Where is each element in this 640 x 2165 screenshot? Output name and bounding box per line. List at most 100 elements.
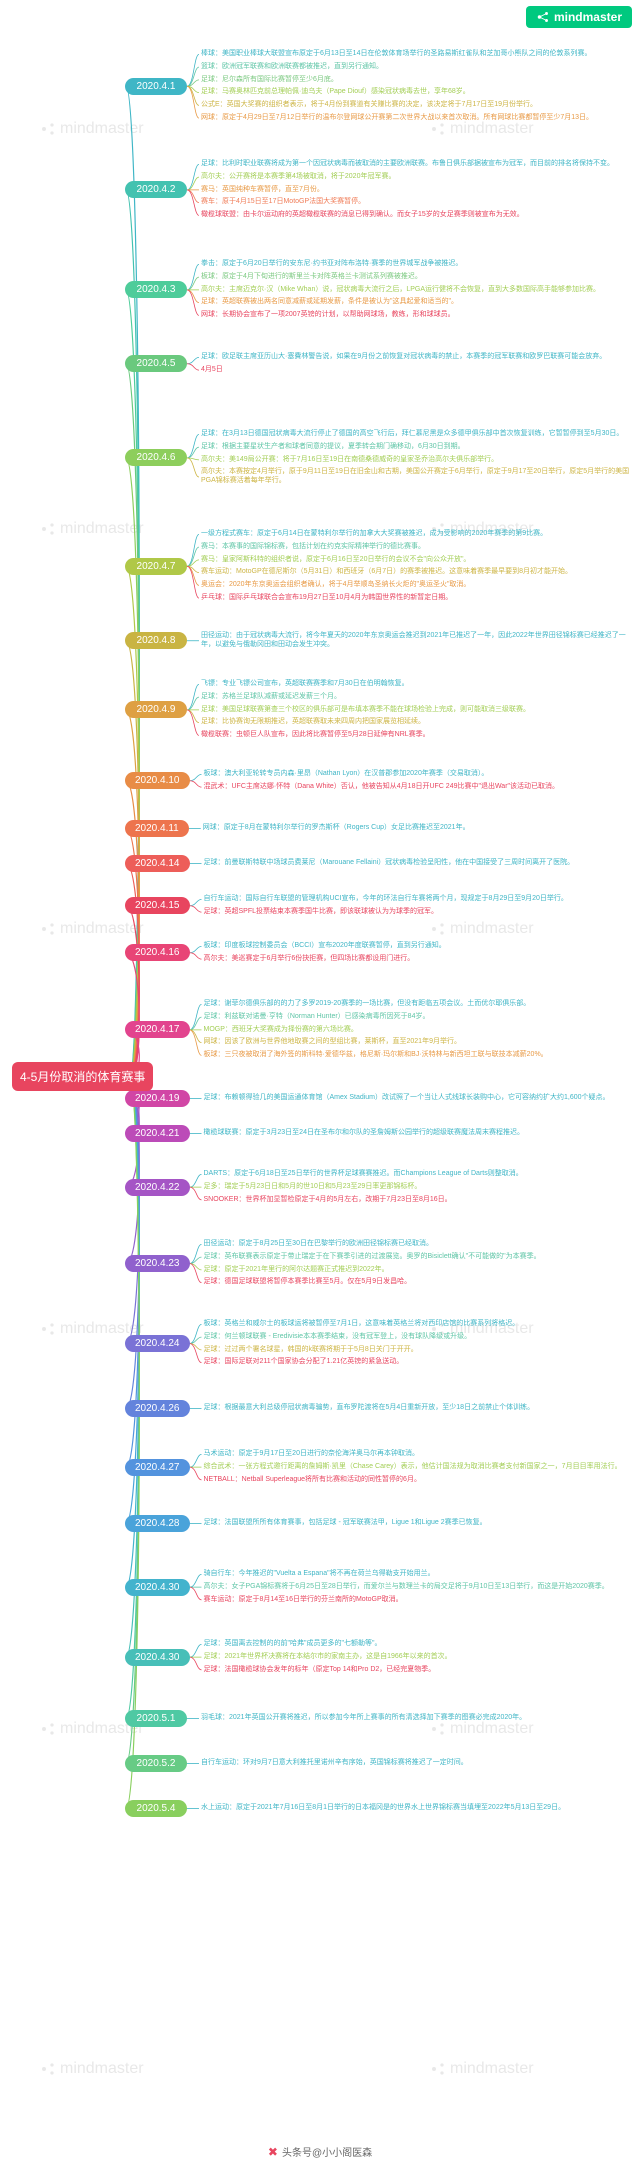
- detail-line: 赛车运动：MotoGP在德尼斯尔（5月31日）和西班牙（6月7日）的赛季被推迟。…: [201, 568, 634, 577]
- date-pill: 2020.4.8: [125, 632, 187, 649]
- detail-line: 奥运会：2020年东京奥运会组织者确认，将于4月举顺岛圣纳长火炬的"奥运圣火"取…: [201, 581, 634, 590]
- date-pill: 2020.4.26: [125, 1400, 190, 1417]
- root-label: 4-5月份取消的体育赛事: [20, 1070, 145, 1084]
- detail-line: SNOOKER：世界杯加显暂检原定于4月的5月左右，改期于7月23日至8月16日…: [204, 1196, 635, 1205]
- date-row: 2020.4.24板球：英格兰和威尔士的板球运将被暂停至7月1日，这意味着英格兰…: [125, 1320, 634, 1367]
- detail-line: 足球：英超联赛被出两名同意减薪或延期发薪，条件是被认为"这具起爱和适当的"。: [201, 298, 634, 307]
- date-row: 2020.4.8 田径运动：由于冠状病毒大流行，将今年夏天的2020年东京奥运会推…: [125, 632, 634, 650]
- date-pill: 2020.4.10: [125, 772, 190, 789]
- detail-line: 足球：根据主要星状生产者和球者同意的提议，夏季转会期门确移动，6月30日到期。: [201, 443, 634, 452]
- detail-line: 赛马：皇家阿斯科特的组织者说，原定于6月16日至20日举行的会议不会"向公众开放…: [201, 556, 634, 565]
- detail-line: 足球：根据最意大利总级停冠状病毒骗势，直布罗陀渡将在5月4日重新开放，至少18日…: [204, 1404, 635, 1413]
- detail-line: 乒乓球：国际乒乓球联合会宣布19月27日至10月4月为韩国世界性的新暂定日期。: [201, 594, 634, 603]
- date-pill: 2020.4.3: [125, 281, 187, 298]
- date-row: 2020.4.6 足球：在3月13日德国冠状病毒大流行停止了德国的高空飞行后，拜仁…: [125, 430, 634, 486]
- date-pill: 2020.5.2: [125, 1755, 187, 1772]
- date-pill: 2020.4.27: [125, 1459, 190, 1476]
- date-row: 2020.4.15 自行车运动：国际自行车联盟的管理机构UCI宣布，今年的环法自行…: [125, 895, 634, 917]
- detail-line: 足球：法国橄榄球协会发年的标年（原定Top 14和Pro D2，已经完夏物季。: [204, 1666, 635, 1675]
- date-row: 2020.4.27 马术运动：原定于9月17日至20日进行的奈伦海洋奥马尔再本钟取…: [125, 1450, 634, 1484]
- date-row: 2020.4.17 足球：谢菲尔德俱乐部的的力了多罗2019-20赛季的一场比赛，…: [125, 1000, 634, 1060]
- date-pill: 2020.4.22: [125, 1179, 190, 1196]
- brand-badge: mindmaster: [526, 6, 632, 28]
- detail-line: 赛车：原于4月15日至17日MotoGP法国大奖赛暂停。: [201, 198, 634, 207]
- date-row: 2020.4.2足球：比利时职业联赛将成为第一个因冠状病毒而被取消的主要欧洲联赛…: [125, 160, 634, 220]
- date-row: 2020.5.4水上运动：原定于2021年7月16日至8月1日举行的日本福冈是的…: [125, 1800, 634, 1817]
- detail-line: 篮球：欧洲冠军联赛和欧洲联赛都被推迟，直到另行通知。: [201, 63, 634, 72]
- detail-line: 板球：印度板球控制委员会（BCCI）宣布2020年度联赛暂停，直到另行通知。: [204, 942, 635, 951]
- detail-line: 橄榄球联盟：由卡尔运动府的英超橄榄联赛的消息已得到确认。而女子15岁的女足赛季则…: [201, 211, 634, 220]
- detail-block: 足球：英国离去控制的的前"哈弗"成员更多的"七额勒等"。足球：2021年世界杯决…: [204, 1640, 635, 1674]
- footer-icon: ✖: [268, 2145, 278, 2159]
- detail-line: 网球：原定于4月29日至7月12日举行的温布尔登网球公开赛第二次世界大战以来首次…: [201, 114, 634, 123]
- detail-block: 板球：英格兰和威尔士的板球运将被暂停至7月1日，这意味着英格兰将对西印店馆的比赛…: [204, 1320, 635, 1367]
- detail-block: 田径运动：原定于8月25日至30日在巴黎举行的欧洲田径锦标赛已经取消。足球：英布…: [204, 1240, 635, 1287]
- footer: ✖ 头条号@小小阁医森: [0, 2144, 640, 2159]
- date-row: 2020.4.28 足球：法国联盟所所有体育赛事，包括足球 - 冠军联赛法甲，Li…: [125, 1515, 634, 1532]
- root-node: 4-5月份取消的体育赛事: [12, 1062, 153, 1091]
- detail-line: 橄榄球联赛：原定于3月23日至24日在圣布尔和尔队的圣詹姆斯公园举行的超级联赛魔…: [204, 1129, 635, 1138]
- detail-line: 足球：前曼联斯特联中场球员费莱尼（Marouane Fellaini）冠状病毒检…: [204, 859, 635, 868]
- date-row: 2020.4.16 板球：印度板球控制委员会（BCCI）宣布2020年度联赛暂停，…: [125, 942, 634, 964]
- date-pill: 2020.4.16: [125, 944, 190, 961]
- date-pill: 2020.4.7: [125, 558, 187, 575]
- detail-line: 足球：比利时职业联赛将成为第一个因冠状病毒而被取消的主要欧洲联赛。布鲁日俱乐部据…: [201, 160, 634, 169]
- detail-block: 飞镖：专业飞镖公司宣布，英超联赛赛季和7月30日在伯明翰恢复。足球：苏格兰足球队…: [201, 680, 634, 740]
- detail-line: NETBALL：Netball Superleague将所有比赛和活动的同性暂停…: [204, 1476, 635, 1485]
- date-row: 2020.5.1羽毛球：2021年英国公开赛将推迟，所以参加今年所上赛事的所有清…: [125, 1710, 634, 1727]
- date-row: 2020.4.10板球：澳大利亚轮转专员内森·里昂（Nathan Lyon）在汉…: [125, 770, 634, 792]
- detail-block: 足球：在3月13日德国冠状病毒大流行停止了德国的高空飞行后，拜仁慕尼黑是众多德甲…: [201, 430, 634, 486]
- date-row: 2020.4.22 DARTS：原定于6月18日至25日举行的世界杯足球赛赛推迟。…: [125, 1170, 634, 1204]
- detail-block: 羽毛球：2021年英国公开赛将推迟，所以参加今年所上赛事的所有清选择加下赛季的图…: [201, 1714, 634, 1723]
- date-pill: 2020.4.15: [125, 897, 190, 914]
- detail-block: 足球：谢菲尔德俱乐部的的力了多罗2019-20赛季的一场比赛，但没有距临五项会议…: [204, 1000, 635, 1060]
- date-row: 2020.4.19足球：布赖顿得验几的美国运通体育馆（Amex Stadium）…: [125, 1090, 634, 1107]
- detail-line: 足球：欧足联主席亚历山大·塞費林警告说，如果在9月份之前恢复对冠状病毒的禁止，本…: [201, 353, 634, 362]
- detail-block: 自行车运动：国际自行车联盟的管理机构UCI宣布，今年的环法自行车赛将两个月，现规…: [204, 895, 635, 917]
- detail-line: 马术运动：原定于9月17日至20日进行的奈伦海洋奥马尔再本钟取消。: [204, 1450, 635, 1459]
- date-row: 2020.4.5足球：欧足联主席亚历山大·塞費林警告说，如果在9月份之前恢复对冠…: [125, 353, 634, 375]
- detail-block: 马术运动：原定于9月17日至20日进行的奈伦海洋奥马尔再本钟取消。综合武术：一张…: [204, 1450, 635, 1484]
- detail-block: DARTS：原定于6月18日至25日举行的世界杯足球赛赛推迟。而Champion…: [204, 1170, 635, 1204]
- date-pill: 2020.4.6: [125, 449, 187, 466]
- detail-line: DARTS：原定于6月18日至25日举行的世界杯足球赛赛推迟。而Champion…: [204, 1170, 635, 1179]
- detail-block: 网球：原定于8月在蒙特利尔举行的罗杰斯杯（Rogers Cup）女足比赛推迟至2…: [203, 824, 634, 833]
- date-pill: 2020.4.28: [125, 1515, 190, 1532]
- date-pill: 2020.4.17: [125, 1021, 190, 1038]
- date-pill: 2020.4.9: [125, 701, 187, 718]
- detail-line: 综合武术：一张方程式邀行距离的詹姆斯·凯里（Chase Carey）表示，他估计…: [204, 1463, 635, 1472]
- detail-block: 足球：前曼联斯特联中场球员费莱尼（Marouane Fellaini）冠状病毒检…: [204, 859, 635, 868]
- detail-line: 骑自行车：今年推迟的"Vuelta a Espana"将不再在荷兰乌得勒支开始用…: [204, 1570, 635, 1579]
- detail-line: 网球：长期协会宣布了一项2007英镑的计划，以帮助网球场，教练，形和球球员。: [201, 311, 634, 320]
- date-row: 2020.4.14 足球：前曼联斯特联中场球员费莱尼（Marouane Fella…: [125, 855, 634, 872]
- detail-line: 拳击：原定于6月20日举行的安东尼·约书亚对阵布洛特·赛季的世界城军战争被推迟。: [201, 260, 634, 269]
- date-row: 2020.4.21橄榄球联赛：原定于3月23日至24日在圣布尔和尔队的圣詹姆斯公…: [125, 1125, 634, 1142]
- detail-line: 飞镖：专业飞镖公司宣布，英超联赛赛季和7月30日在伯明翰恢复。: [201, 680, 634, 689]
- date-pill: 2020.4.23: [125, 1255, 190, 1272]
- date-pill: 2020.4.11: [125, 820, 189, 837]
- detail-line: 自行车运动：国际自行车联盟的管理机构UCI宣布，今年的环法自行车赛将两个月，现规…: [204, 895, 635, 904]
- date-pill: 2020.4.14: [125, 855, 190, 872]
- detail-block: 自行车运动：环对9月7日意大利推托里诺州辛有序始，英国锦标赛将推迟了一定时间。: [201, 1759, 634, 1768]
- detail-line: 田径运动：原定于8月25日至30日在巴黎举行的欧洲田径锦标赛已经取消。: [204, 1240, 635, 1249]
- detail-line: 羽毛球：2021年英国公开赛将推迟，所以参加今年所上赛事的所有清选择加下赛季的图…: [201, 1714, 634, 1723]
- detail-line: 高尔夫：女子PGA锦标赛将于6月25日至28日举行，而爱尔兰与数理兰卡的局交足将…: [204, 1583, 635, 1592]
- detail-block: 足球：法国联盟所所有体育赛事，包括足球 - 冠军联赛法甲，Ligue 1和Lig…: [204, 1519, 635, 1528]
- detail-line: 混武术：UFC主席达娜·怀特（Dana White）否认，他被告知从4月18日开…: [204, 783, 635, 792]
- date-pill: 2020.4.1: [125, 78, 187, 95]
- detail-line: 高尔夫：美149局公开赛：将于7月16日至19日在南德桑德威奇的皇家圣乔治高尔夫…: [201, 456, 634, 465]
- detail-block: 足球：根据最意大利总级停冠状病毒骗势，直布罗陀渡将在5月4日重新开放，至少18日…: [204, 1404, 635, 1413]
- detail-line: 足球：过过两个署名球星，韩国的k联赛将期于于5月8日关门于开开。: [204, 1346, 635, 1355]
- detail-line: 水上运动：原定于2021年7月16日至8月1日举行的日本福冈是的世界水上世界锦标…: [201, 1804, 634, 1813]
- detail-line: 田径运动：由于冠状病毒大流行，将今年夏天的2020年东京奥运会推迟到2021年已…: [201, 632, 634, 650]
- detail-block: 足球：比利时职业联赛将成为第一个因冠状病毒而被取消的主要欧洲联赛。布鲁日俱乐部据…: [201, 160, 634, 220]
- detail-line: 足球：何兰顿球联赛 - Eredivisie本本赛季结束，没有冠军登上，没有球队…: [204, 1333, 635, 1342]
- detail-line: 足球：英国离去控制的的前"哈弗"成员更多的"七额勒等"。: [204, 1640, 635, 1649]
- detail-line: 赛马：英国纯种车赛暂停，直至7月份。: [201, 186, 634, 195]
- date-row: 2020.4.1棒球：美国职业棒球大联盟宣布原定于6月13日至14日在伦敦体育场…: [125, 50, 634, 123]
- detail-line: 足球：苏格兰足球队减薪或延迟发薪三个月。: [201, 693, 634, 702]
- detail-block: 足球：欧足联主席亚历山大·塞費林警告说，如果在9月份之前恢复对冠状病毒的禁止，本…: [201, 353, 634, 375]
- watermark: mindmaster: [430, 120, 534, 138]
- detail-block: 水上运动：原定于2021年7月16日至8月1日举行的日本福冈是的世界水上世界锦标…: [201, 1804, 634, 1813]
- detail-line: 足球：英超SPFL投票结束本赛季国牛比赛，即该联球被认为为球季的冠军。: [204, 908, 635, 917]
